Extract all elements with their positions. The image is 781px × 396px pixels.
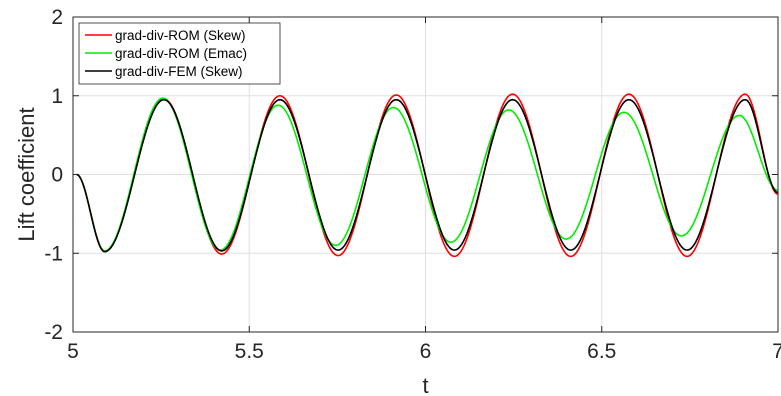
y-tick-label: -2 [44, 321, 63, 344]
y-axis-label: Lift coefficient [14, 107, 39, 241]
legend-label: grad-div-ROM (Emac) [115, 46, 247, 61]
x-tick-label: 6 [420, 340, 432, 363]
x-tick-label: 5 [67, 340, 79, 363]
y-tick-label: 2 [51, 6, 63, 29]
axis-ticks: 5 5.5 6 6.5 7 -2 -1 0 1 2 [44, 6, 781, 363]
legend-label: grad-div-FEM (Skew) [115, 64, 243, 79]
series-line [76, 93, 779, 258]
legend-box [78, 22, 281, 85]
x-tick-label: 7 [772, 340, 781, 363]
y-tick-label: 0 [51, 164, 63, 187]
y-tick-label: 1 [51, 85, 63, 108]
legend-label: grad-div-ROM (Skew) [115, 28, 246, 43]
series-line [76, 98, 779, 253]
x-tick-label: 6.5 [587, 340, 616, 363]
x-axis-label: t [422, 373, 428, 396]
y-tick-label: -1 [44, 242, 63, 265]
x-tick-label: 5.5 [235, 340, 264, 363]
legend: grad-div-ROM (Skew) grad-div-ROM (Emac) gr… [78, 22, 281, 85]
series-lines [76, 93, 779, 258]
